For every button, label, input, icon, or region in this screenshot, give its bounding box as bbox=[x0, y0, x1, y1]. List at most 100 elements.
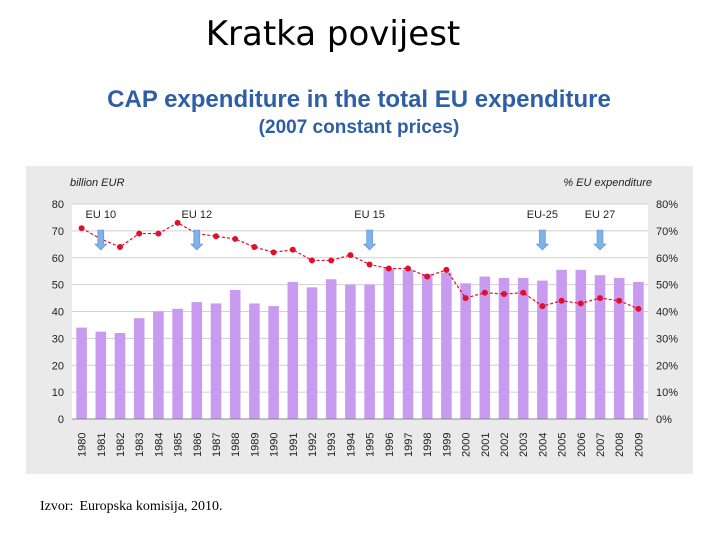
annotation-label: EU 15 bbox=[354, 209, 385, 221]
chart-title: CAP expenditure in the total EU expendit… bbox=[107, 86, 611, 113]
pct-point-2005 bbox=[558, 297, 565, 304]
pct-point-2008 bbox=[616, 297, 623, 304]
y-left-tick-label: 10 bbox=[52, 387, 64, 399]
y-left-tick-label: 0 bbox=[58, 414, 64, 426]
x-tick-label: 1988 bbox=[230, 433, 242, 457]
slide-title: Kratka povijest bbox=[205, 14, 461, 54]
pct-point-1999 bbox=[443, 266, 450, 273]
bar-1994 bbox=[345, 284, 356, 419]
pct-point-1995 bbox=[366, 261, 373, 268]
x-tick-label: 1987 bbox=[211, 433, 223, 457]
pct-point-2004 bbox=[539, 303, 546, 310]
x-tick-label: 2000 bbox=[461, 433, 473, 457]
bar-1992 bbox=[306, 287, 318, 419]
annotation-arrow bbox=[535, 229, 550, 251]
x-tick-label: 2009 bbox=[633, 433, 645, 457]
pct-point-1990 bbox=[270, 249, 277, 256]
x-tick-label: 2005 bbox=[557, 433, 569, 457]
bar-1980 bbox=[76, 327, 87, 419]
bar-1996 bbox=[383, 268, 395, 419]
chart-panel: 0 10 20 30 40 50 60 70 80 0% 10% 20% 30% 40% 50% 60% 70%… bbox=[26, 166, 693, 474]
pct-point-1983 bbox=[136, 230, 143, 237]
y-left-tick-label: 20 bbox=[52, 360, 64, 372]
y-right-axis-label: % EU expenditure bbox=[563, 177, 652, 189]
y-left-tick-label: 70 bbox=[52, 226, 64, 238]
annotation-label: EU 12 bbox=[182, 209, 213, 221]
pct-point-1991 bbox=[289, 246, 296, 253]
y-right-tick-label: 10% bbox=[656, 387, 678, 399]
x-tick-label: 1992 bbox=[307, 433, 319, 457]
x-tick-label: 2002 bbox=[499, 433, 511, 457]
bar-1991 bbox=[287, 281, 299, 419]
pct-point-1988 bbox=[232, 235, 239, 242]
pct-point-2003 bbox=[520, 289, 527, 296]
bar-1998 bbox=[421, 273, 433, 419]
y-left-tick-label: 40 bbox=[52, 307, 64, 319]
x-tick-label: 1989 bbox=[249, 433, 261, 457]
pct-point-1989 bbox=[251, 244, 258, 250]
bar-2000 bbox=[460, 283, 471, 419]
x-tick-label: 1980 bbox=[77, 433, 89, 457]
bar-1995 bbox=[364, 284, 375, 419]
bar-2001 bbox=[479, 276, 491, 419]
y-right-tick-label: 60% bbox=[656, 253, 678, 265]
y-left-tick-label: 60 bbox=[52, 253, 64, 265]
bar-2003 bbox=[517, 277, 529, 419]
x-tick-label: 1993 bbox=[326, 433, 338, 457]
bar-2004 bbox=[537, 280, 548, 419]
x-tick-label: 1983 bbox=[134, 433, 146, 457]
y-left-tick-label: 80 bbox=[52, 199, 64, 211]
y-right-tick-label: 0% bbox=[656, 414, 672, 426]
pct-point-1987 bbox=[213, 233, 219, 240]
bar-1983 bbox=[133, 318, 145, 419]
bar-2007 bbox=[594, 275, 606, 419]
pct-point-1992 bbox=[309, 257, 315, 264]
x-tick-label: 1994 bbox=[345, 433, 357, 457]
pct-point-1996 bbox=[385, 265, 392, 272]
x-tick-label: 1984 bbox=[153, 433, 165, 457]
bar-1985 bbox=[172, 308, 183, 419]
pct-point-2001 bbox=[481, 289, 488, 296]
bar-1984 bbox=[153, 311, 164, 419]
bar-2006 bbox=[575, 269, 587, 419]
annotation-label: EU 10 bbox=[86, 209, 117, 221]
pct-point-1980 bbox=[78, 225, 85, 232]
x-tick-label: 2004 bbox=[537, 433, 549, 457]
annotation-label: EU 27 bbox=[585, 209, 616, 221]
bar-1989 bbox=[249, 303, 260, 419]
chart-plot: 0 10 20 30 40 50 60 70 80 0% 10% 20% 30% 40% 50% 60% 70%… bbox=[52, 177, 678, 457]
pct-point-1982 bbox=[117, 244, 123, 250]
pct-point-1998 bbox=[424, 273, 431, 280]
bar-1990 bbox=[268, 306, 279, 419]
pct-point-2002 bbox=[501, 291, 507, 298]
source-label: Izvor: bbox=[40, 499, 74, 514]
bar-1988 bbox=[229, 290, 241, 419]
y-left-tick-label: 50 bbox=[52, 280, 64, 292]
bar-2002 bbox=[498, 277, 510, 419]
y-left-axis-label: billion EUR bbox=[70, 177, 124, 189]
y-right-tick-label: 40% bbox=[656, 307, 678, 319]
bar-1997 bbox=[402, 269, 414, 419]
y-right-tick-label: 20% bbox=[656, 360, 678, 372]
y-right-tick-label: 50% bbox=[656, 280, 678, 292]
y-right-tick-label: 30% bbox=[656, 333, 678, 345]
pct-line bbox=[81, 222, 639, 310]
source-text: Europska komisija, 2010. bbox=[79, 499, 223, 514]
x-tick-label: 1996 bbox=[384, 433, 396, 457]
x-tick-label: 2007 bbox=[595, 433, 607, 457]
x-tick-label: 1985 bbox=[173, 433, 185, 457]
bar-1986 bbox=[191, 302, 203, 419]
annotation-label: EU-25 bbox=[527, 209, 558, 221]
pct-point-1985 bbox=[174, 219, 181, 226]
x-tick-label: 1982 bbox=[115, 433, 127, 457]
bar-1987 bbox=[210, 303, 222, 419]
pct-point-1984 bbox=[155, 230, 162, 237]
x-tick-label: 2006 bbox=[576, 433, 588, 457]
bar-2009 bbox=[633, 281, 644, 419]
annotation-arrow bbox=[190, 229, 204, 251]
pct-point-2000 bbox=[462, 295, 469, 302]
x-tick-label: 1995 bbox=[365, 433, 377, 457]
x-tick-label: 1999 bbox=[441, 433, 453, 457]
bar-2005 bbox=[556, 269, 567, 419]
x-tick-label: 1981 bbox=[96, 433, 108, 457]
